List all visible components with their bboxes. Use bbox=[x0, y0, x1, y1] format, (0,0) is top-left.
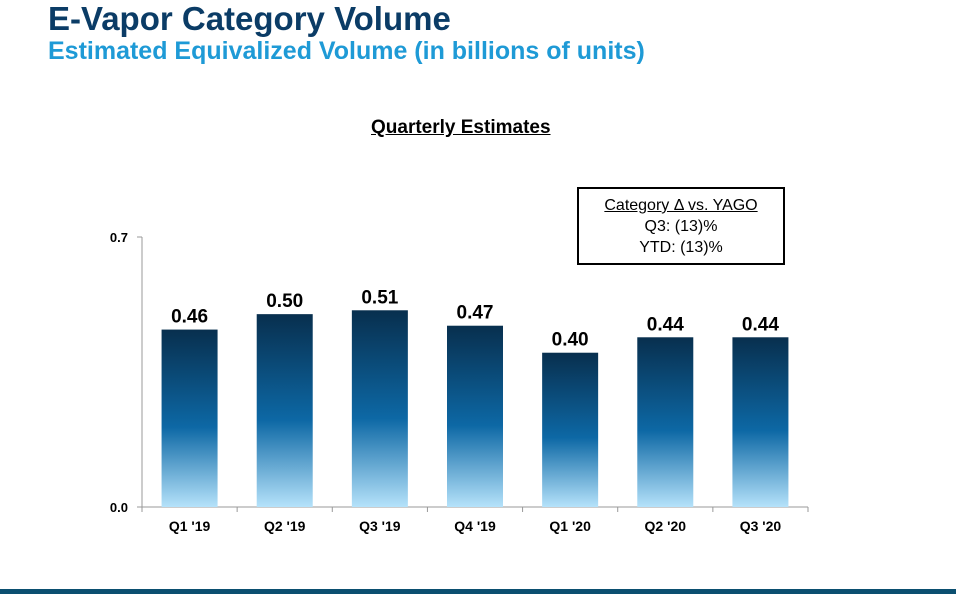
x-tick-label: Q4 '19 bbox=[454, 518, 496, 534]
bar-value-label: 0.46 bbox=[171, 307, 208, 328]
bar bbox=[351, 310, 408, 507]
bar bbox=[256, 314, 313, 507]
chart-bars bbox=[161, 310, 789, 507]
bar-value-label: 0.44 bbox=[742, 314, 779, 335]
bar-value-label: 0.50 bbox=[266, 291, 303, 312]
bar-value-label: 0.44 bbox=[647, 314, 684, 335]
x-tick-label: Q3 '20 bbox=[740, 518, 782, 534]
bar bbox=[732, 337, 789, 507]
x-tick-label: Q1 '19 bbox=[169, 518, 211, 534]
chart-labels: 0.46 Q1 '19 0.50 Q2 '19 0.51 Q3 '19 0.47 Q4 '19… bbox=[169, 287, 782, 534]
change-box-ytd: YTD: (13)% bbox=[639, 239, 723, 256]
y-tick-label: 0.7 bbox=[110, 230, 128, 245]
x-tick-label: Q2 '20 bbox=[645, 518, 687, 534]
x-tick-label: Q2 '19 bbox=[264, 518, 306, 534]
y-tick-label: 0.0 bbox=[110, 500, 128, 515]
bar bbox=[447, 325, 503, 507]
footer-bar bbox=[0, 589, 956, 594]
bar bbox=[542, 352, 599, 507]
bar bbox=[161, 329, 218, 507]
change-box-q3: Q3: (13)% bbox=[644, 218, 718, 235]
bar-value-label: 0.51 bbox=[361, 287, 398, 308]
x-tick-label: Q3 '19 bbox=[359, 518, 401, 534]
category-change-box: Category Δ vs. YAGO Q3: (13)% YTD: (13)% bbox=[577, 187, 785, 265]
bar-value-label: 0.40 bbox=[552, 330, 589, 351]
x-tick-label: Q1 '20 bbox=[549, 518, 591, 534]
bar-value-label: 0.47 bbox=[457, 303, 494, 324]
page-subtitle: Estimated Equivalized Volume (in billion… bbox=[48, 37, 645, 65]
chart-title: Quarterly Estimates bbox=[371, 117, 551, 138]
page-title: E-Vapor Category Volume bbox=[48, 0, 451, 37]
change-box-heading: Category Δ vs. YAGO bbox=[604, 197, 758, 214]
bar bbox=[637, 337, 694, 507]
